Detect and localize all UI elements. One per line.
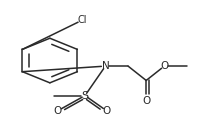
- Text: O: O: [102, 106, 111, 116]
- Text: S: S: [81, 91, 89, 101]
- Text: O: O: [160, 61, 169, 71]
- Text: Cl: Cl: [78, 15, 88, 25]
- Text: O: O: [142, 96, 150, 106]
- Text: O: O: [54, 106, 62, 116]
- Text: N: N: [102, 61, 109, 71]
